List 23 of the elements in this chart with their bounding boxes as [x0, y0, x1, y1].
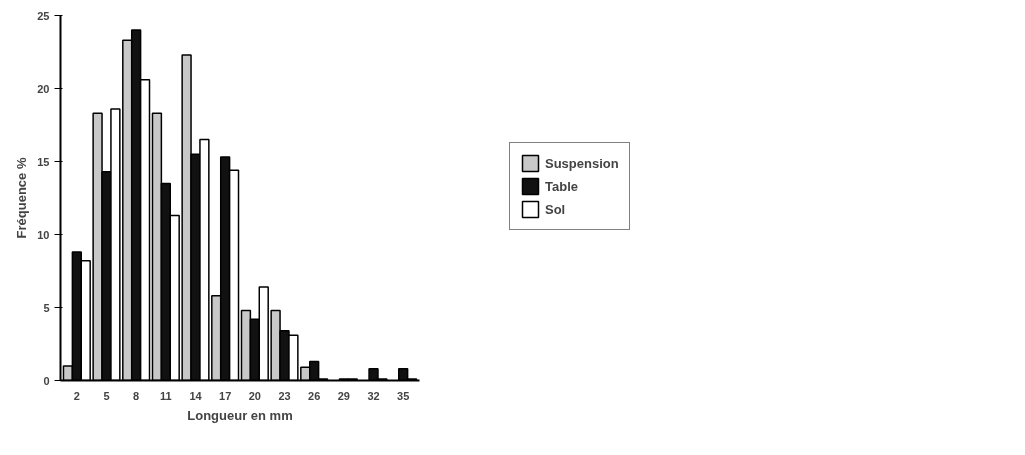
y-tick-label: 5: [43, 301, 50, 314]
x-tick-label: 26: [308, 389, 321, 402]
x-tick-label: 8: [133, 389, 140, 402]
legend-label: Sol: [545, 201, 566, 217]
y-tick-label: 15: [37, 155, 50, 168]
x-tick-label: 29: [337, 389, 350, 402]
legend-label: Suspension: [545, 155, 619, 171]
y-tick-label: 10: [37, 228, 50, 241]
x-tick-label: 23: [278, 389, 291, 402]
x-tick-label: 32: [367, 389, 380, 402]
x-tick-label: 5: [103, 389, 110, 402]
y-tick-label: 20: [37, 82, 50, 95]
x-tick-label: 20: [248, 389, 261, 402]
x-tick-label: 11: [160, 389, 172, 402]
x-tick-label: 17: [219, 389, 232, 402]
y-tick-label: 25: [37, 9, 50, 22]
y-tick-label: 0: [43, 374, 50, 387]
x-tick-label: 14: [189, 389, 203, 402]
legend-label: Table: [545, 178, 578, 194]
x-tick-label: 2: [73, 389, 80, 402]
y-axis-title: Fréquence %: [14, 157, 30, 239]
x-axis-title: Longueur en mm: [187, 407, 293, 423]
x-tick-label: 35: [397, 389, 410, 402]
